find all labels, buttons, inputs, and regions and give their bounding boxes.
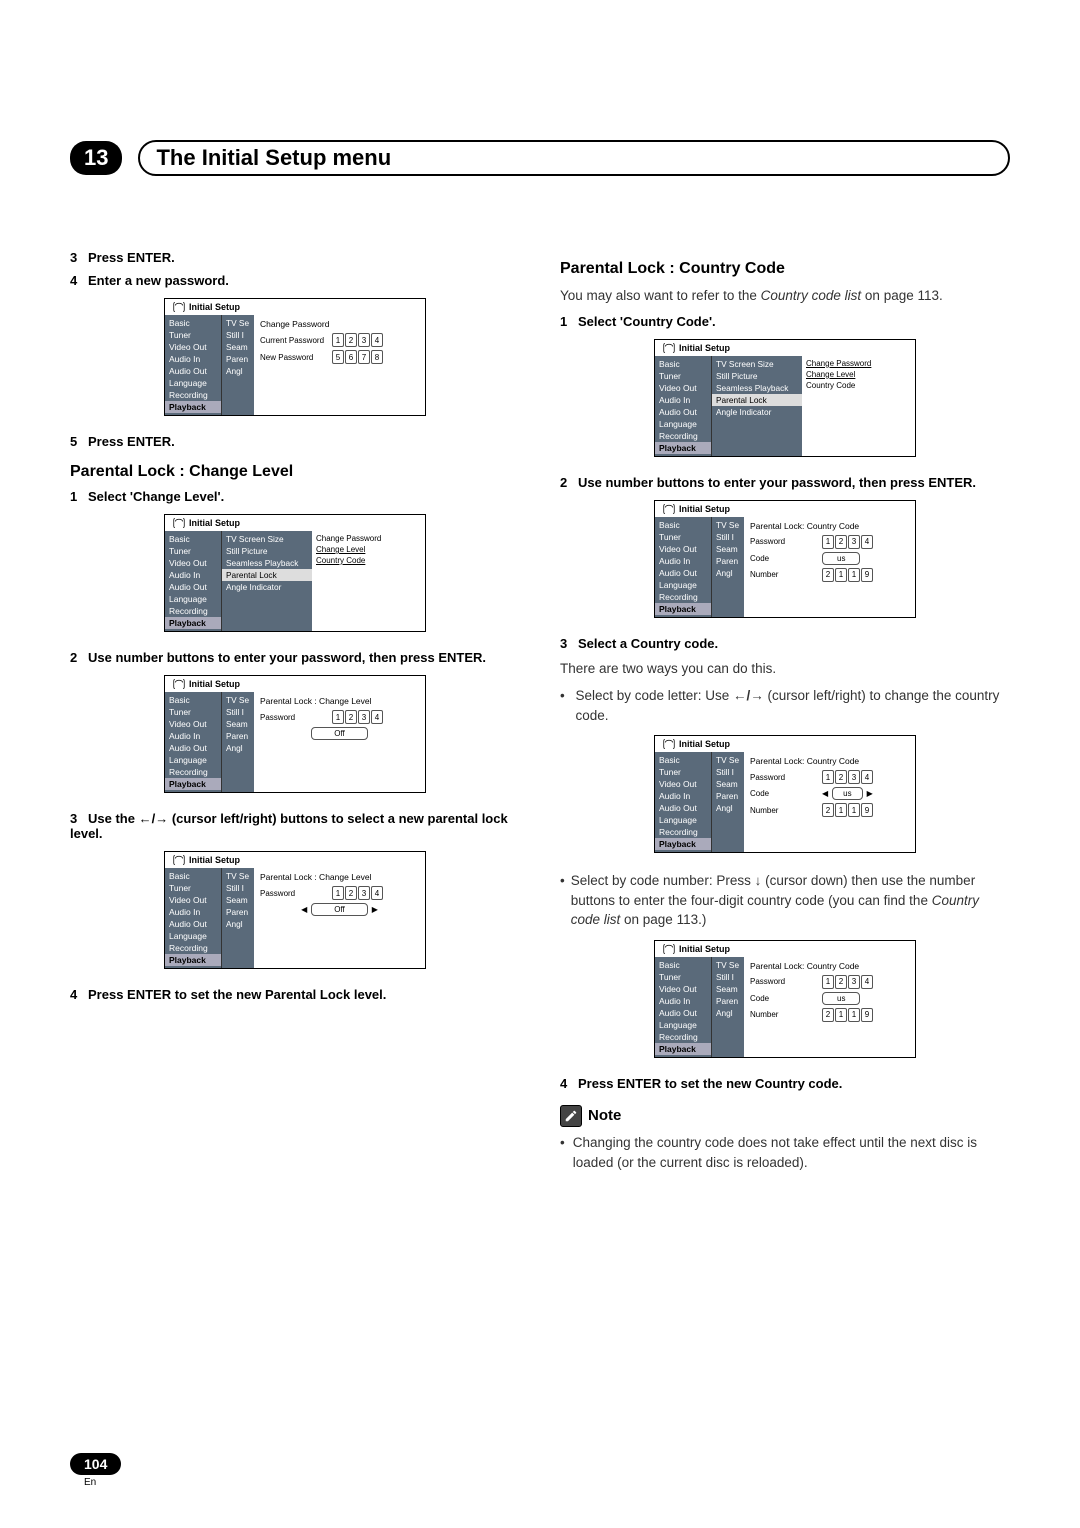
- setup-panel-country-number: Initial Setup Basic Tuner Video Out Audi…: [654, 940, 916, 1058]
- step-5: 5Press ENTER.: [70, 434, 520, 449]
- step-r2: 2Use number buttons to enter your passwo…: [560, 475, 1010, 490]
- intro-text: You may also want to refer to the Countr…: [560, 286, 1010, 306]
- chapter-header: 13 The Initial Setup menu: [70, 140, 1010, 176]
- step-4: 4Enter a new password.: [70, 273, 520, 288]
- panel-nav: Basic Tuner Video Out Audio In Audio Out…: [165, 315, 221, 415]
- left-column: 3Press ENTER. 4Enter a new password. Ini…: [70, 246, 520, 1178]
- step-r1: 1Select 'Country Code'.: [560, 314, 1010, 329]
- step-3: 3Press ENTER.: [70, 250, 520, 265]
- setup-panel-select-change-level: Initial Setup Basic Tuner Video Out Audi…: [164, 514, 426, 632]
- r3-desc: There are two ways you can do this.: [560, 659, 1010, 679]
- setup-panel-change-level-pw: Initial Setup Basic Tuner Video Out Audi…: [164, 675, 426, 793]
- step-r3: 3Select a Country code.: [560, 636, 1010, 651]
- bullet-2: • Select by code number: Press ↓ (cursor…: [560, 871, 1010, 930]
- setup-panel-select-country-code: Initial Setup Basic Tuner Video Out Audi…: [654, 339, 916, 457]
- note-label: Note: [588, 1107, 621, 1124]
- step-5-text: Press ENTER.: [88, 434, 175, 449]
- page-lang: En: [84, 1477, 121, 1488]
- step-1b: 1Select 'Change Level'.: [70, 489, 520, 504]
- bullet-1: • Select by code letter: Use ←/→ (cursor…: [560, 686, 1010, 725]
- setup-panel-change-password: Initial Setup Basic Tuner Video Out Audi…: [164, 298, 426, 416]
- step-2b: 2Use number buttons to enter your passwo…: [70, 650, 520, 665]
- note-icon: [560, 1105, 582, 1127]
- chapter-number-badge: 13: [70, 141, 122, 175]
- right-column: Parental Lock : Country Code You may als…: [560, 246, 1010, 1178]
- step-r4: 4Press ENTER to set the new Country code…: [560, 1076, 1010, 1091]
- panel-title: Initial Setup: [165, 299, 425, 315]
- heading-country-code: Parental Lock : Country Code: [560, 260, 1010, 278]
- page-number-badge: 104: [70, 1453, 121, 1475]
- setup-panel-country-letter: Initial Setup Basic Tuner Video Out Audi…: [654, 735, 916, 853]
- step-3b: 3Use the ←/→ (cursor left/right) buttons…: [70, 811, 520, 841]
- note-bullet: • Changing the country code does not tak…: [560, 1133, 1010, 1172]
- step-4-text: Enter a new password.: [88, 273, 229, 288]
- setup-panel-country-pw: Initial Setup Basic Tuner Video Out Audi…: [654, 500, 916, 618]
- note-header: Note: [560, 1105, 1010, 1127]
- heading-change-level: Parental Lock : Change Level: [70, 463, 520, 481]
- step-4b: 4Press ENTER to set the new Parental Loc…: [70, 987, 520, 1002]
- step-3-text: Press ENTER.: [88, 250, 175, 265]
- setup-panel-change-level-off: Initial Setup Basic Tuner Video Out Audi…: [164, 851, 426, 969]
- chapter-title: The Initial Setup menu: [156, 145, 391, 170]
- chapter-title-wrap: The Initial Setup menu: [138, 140, 1010, 176]
- page-number: 104 En: [70, 1453, 121, 1488]
